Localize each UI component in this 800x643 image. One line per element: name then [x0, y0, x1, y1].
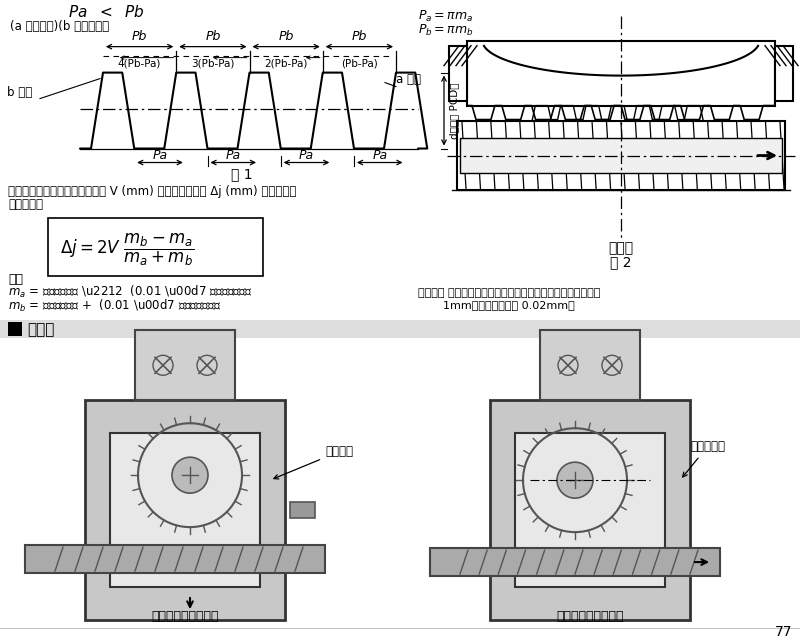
Text: 4(Pb-Pa): 4(Pb-Pa)	[118, 59, 162, 69]
Bar	[48, 219, 263, 276]
Bar	[135, 331, 235, 400]
Text: 基准齿: 基准齿	[609, 241, 634, 255]
Text: 调整用垫片: 调整用垫片	[682, 440, 725, 477]
Text: 2(Pb-Pa): 2(Pb-Pa)	[265, 59, 308, 69]
Text: (Pb-Pa): (Pb-Pa)	[341, 59, 378, 69]
Text: 【附注】 所有模数的双导程蜗杆被设计为蜗杆在轴方向每移动: 【附注】 所有模数的双导程蜗杆被设计为蜗杆在轴方向每移动	[418, 288, 600, 298]
Bar	[540, 331, 640, 400]
Text: 1mm，齿隙变化量为 0.02mm。: 1mm，齿隙变化量为 0.02mm。	[443, 300, 574, 311]
Bar	[449, 46, 467, 100]
Bar	[467, 41, 775, 105]
Text: $Pa$  $<$  $Pb$: $Pa$ $<$ $Pb$	[68, 4, 145, 20]
Text: Pb: Pb	[205, 30, 221, 43]
Text: $P_a = \pi m_a$: $P_a = \pi m_a$	[418, 8, 473, 24]
Bar	[85, 400, 285, 620]
Text: 77: 77	[774, 625, 792, 639]
Text: $\Delta j = 2V\ \dfrac{m_b - m_a}{m_a + m_b}$: $\Delta j = 2V\ \dfrac{m_b - m_a}{m_a + …	[60, 231, 194, 267]
Bar	[25, 545, 325, 573]
Bar	[110, 433, 260, 587]
Text: $m_b$ = 公称轴向模数 +  (0.01 \u00d7 公称轴向模数）: $m_b$ = 公称轴向模数 + (0.01 \u00d7 公称轴向模数）	[8, 298, 222, 314]
Text: 其中: 其中	[8, 273, 23, 286]
Text: 图 2: 图 2	[610, 255, 632, 269]
Bar	[430, 548, 720, 576]
Bar	[490, 400, 690, 620]
Text: 3(Pb-Pa): 3(Pb-Pa)	[191, 59, 234, 69]
Text: Pb: Pb	[132, 30, 147, 43]
Text: a 齿面: a 齿面	[396, 73, 421, 86]
Text: 使用螺栓的调整机构: 使用螺栓的调整机构	[151, 610, 218, 623]
Text: 公式计算。: 公式计算。	[8, 199, 43, 212]
Circle shape	[557, 462, 593, 498]
Text: Pa: Pa	[226, 149, 241, 162]
Bar	[290, 502, 315, 518]
Text: 调整螺栓: 调整螺栓	[274, 445, 353, 479]
Text: d（公称 PCD）: d（公称 PCD）	[449, 82, 459, 139]
Bar	[457, 120, 785, 190]
Text: b 齿面: b 齿面	[7, 86, 32, 98]
Bar	[515, 433, 665, 587]
Text: Pa: Pa	[299, 149, 314, 162]
Text: Pb: Pb	[352, 30, 367, 43]
Text: $P_b = \pi m_b$: $P_b = \pi m_b$	[418, 23, 474, 38]
Text: Pa: Pa	[153, 149, 167, 162]
Bar	[0, 320, 800, 338]
Text: Pa: Pa	[372, 149, 387, 162]
Text: 使用例: 使用例	[27, 322, 54, 337]
Text: 使用垫片的调整机构: 使用垫片的调整机构	[556, 610, 624, 623]
Text: Pb: Pb	[278, 30, 294, 43]
Bar	[8, 322, 22, 336]
Text: 图 1: 图 1	[230, 167, 252, 181]
Bar	[775, 46, 793, 100]
Text: 双导程蜗杆的啮合部沿轴向移动 V (mm) 时齿隙的变化量 Δj (mm) 可由下面的: 双导程蜗杆的啮合部沿轴向移动 V (mm) 时齿隙的变化量 Δj (mm) 可由…	[8, 185, 296, 199]
Circle shape	[172, 457, 208, 493]
Bar	[460, 138, 782, 174]
Text: $m_a$ = 公称轴向模数 \u2212  (0.01 \u00d7 公称轴向模数）: $m_a$ = 公称轴向模数 \u2212 (0.01 \u00d7 公称轴向模…	[8, 284, 253, 300]
Text: (a 齿面齿距)(b 齿面齿距）: (a 齿面齿距)(b 齿面齿距）	[10, 20, 109, 33]
